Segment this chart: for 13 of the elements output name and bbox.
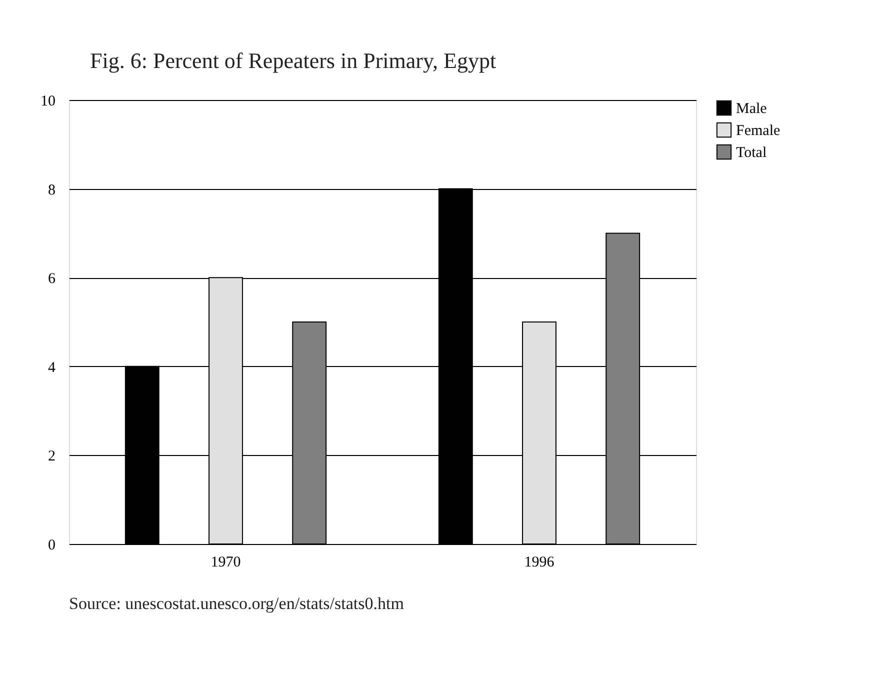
source-note: Source: unescostat.unesco.org/en/stats/stats0.htm — [69, 594, 404, 613]
x-tick-label: 1996 — [524, 554, 555, 570]
y-tick-label: 4 — [48, 360, 56, 376]
chart-title: Fig. 6: Percent of Repeaters in Primary, Egypt — [90, 48, 496, 73]
legend-label: Total — [736, 145, 767, 161]
y-tick-label: 0 — [48, 538, 56, 554]
x-tick-label: 1970 — [210, 554, 241, 570]
y-tick-label: 8 — [48, 182, 56, 198]
legend-label: Female — [736, 123, 780, 139]
y-tick-label: 10 — [40, 94, 56, 110]
legend-label: Male — [736, 101, 768, 117]
y-tick-label: 6 — [48, 271, 56, 288]
y-tick-label: 2 — [48, 448, 56, 465]
